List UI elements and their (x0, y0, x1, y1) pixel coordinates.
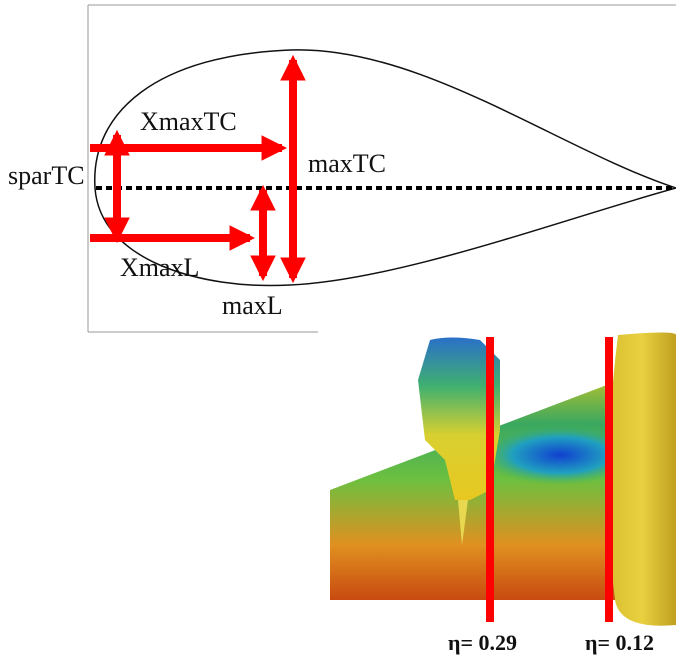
section-label: η= 0.29 (448, 630, 517, 655)
figure: XmaxTC maxTC sparTC XmaxL maxL η= 0.29 η… (0, 0, 676, 662)
label: maxTC (308, 149, 386, 178)
section-label: η= 0.12 (585, 630, 654, 655)
arrows (90, 60, 293, 278)
label: XmaxL (120, 253, 199, 282)
fuselage (608, 333, 676, 626)
label: sparTC (8, 161, 85, 190)
airfoil-panel: XmaxTC maxTC sparTC XmaxL maxL (8, 5, 676, 332)
cfd-panel: η= 0.29 η= 0.12 (330, 333, 676, 656)
label: maxL (222, 291, 283, 320)
label: XmaxTC (140, 107, 237, 136)
